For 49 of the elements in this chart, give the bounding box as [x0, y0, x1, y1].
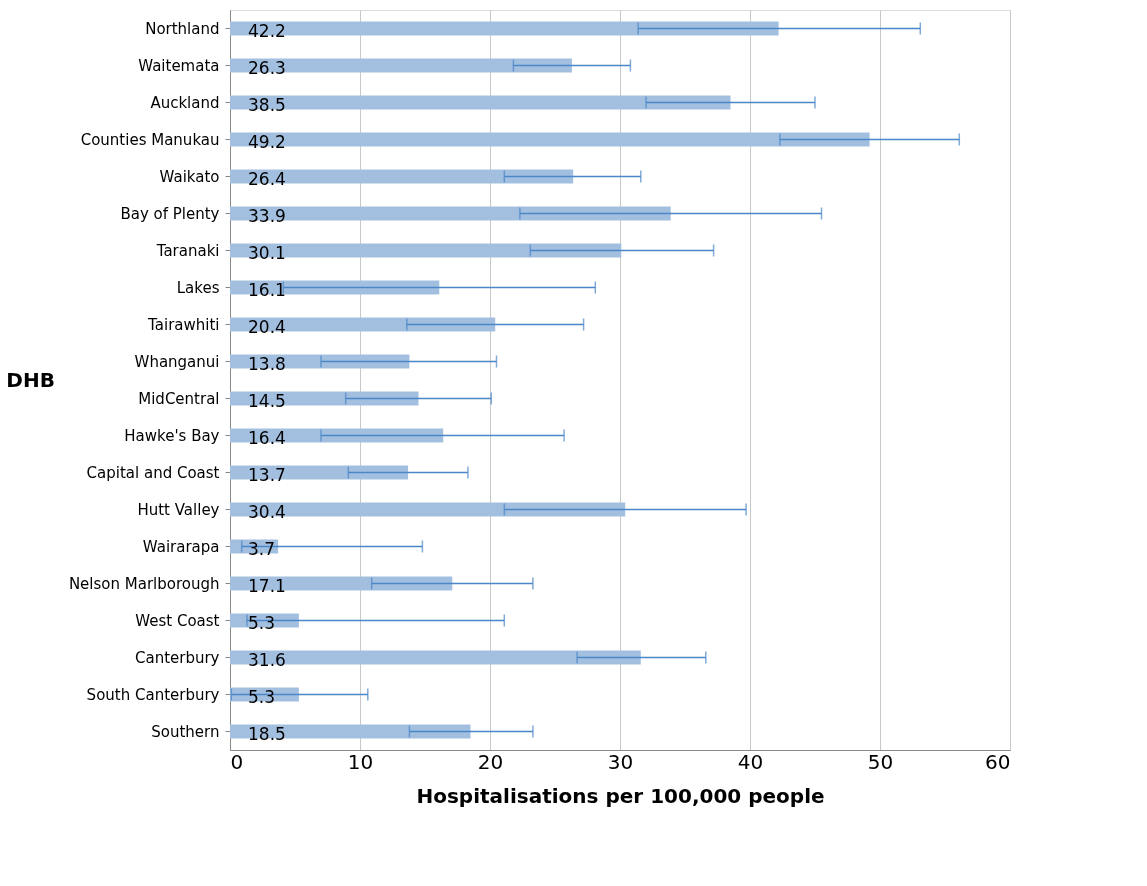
data-label: 49.2 [248, 131, 286, 152]
data-label: 16.4 [248, 427, 286, 448]
data-label: 33.9 [248, 205, 286, 226]
y-tick-label: MidCentral [138, 389, 220, 408]
data-label: 26.4 [248, 168, 286, 189]
data-label: 13.7 [248, 464, 286, 485]
y-tick-label: Lakes [176, 278, 220, 297]
data-label: 17.1 [248, 575, 286, 596]
y-axis-title: DHB [6, 367, 55, 392]
data-label: 31.6 [248, 649, 286, 670]
x-tick-label: 30 [607, 749, 634, 774]
y-tick-label: Wairarapa [142, 537, 220, 556]
y-tick-label: Northland [145, 19, 220, 38]
y-tick-label: Whanganui [134, 352, 220, 371]
data-label: 20.4 [248, 316, 286, 337]
y-tick-label: Hawke's Bay [124, 426, 220, 445]
data-label: 14.5 [248, 390, 286, 411]
y-tick-label: Bay of Plenty [120, 204, 220, 223]
y-tick-label: Tairawhiti [147, 315, 220, 334]
data-label: 42.2 [248, 20, 286, 41]
x-axis-title: Hospitalisations per 100,000 people [416, 783, 825, 808]
x-tick-label: 20 [477, 749, 504, 774]
data-label: 26.3 [248, 57, 286, 78]
y-tick-label: Waikato [159, 167, 220, 186]
x-tick-label: 40 [737, 749, 764, 774]
y-tick-label: Nelson Marlborough [68, 574, 220, 593]
y-tick-label: Capital and Coast [86, 463, 220, 482]
y-tick-label: Waitemata [138, 56, 220, 75]
data-label: 5.3 [248, 612, 276, 633]
x-tick-label: 0 [230, 749, 244, 774]
x-tick-label: 50 [867, 749, 894, 774]
data-label: 18.5 [248, 723, 286, 744]
y-tick-label: Southern [151, 722, 220, 741]
y-tick-label: Counties Manukau [80, 130, 220, 149]
y-tick-label: Canterbury [134, 648, 220, 667]
y-tick-label: South Canterbury [86, 685, 220, 704]
y-tick-label: West Coast [135, 611, 220, 630]
y-tick-label: Hutt Valley [137, 500, 220, 519]
data-label: 16.1 [248, 279, 286, 300]
x-tick-label: 60 [985, 749, 1011, 774]
data-label: 3.7 [248, 538, 276, 559]
y-tick-label: Auckland [150, 93, 220, 112]
x-tick-label: 10 [347, 749, 374, 774]
data-label: 5.3 [248, 686, 276, 707]
data-label: 30.1 [248, 242, 286, 263]
data-label: 13.8 [248, 353, 286, 374]
y-tick-label: Taranaki [155, 241, 220, 260]
data-label: 38.5 [248, 94, 286, 115]
data-label: 30.4 [248, 501, 286, 522]
